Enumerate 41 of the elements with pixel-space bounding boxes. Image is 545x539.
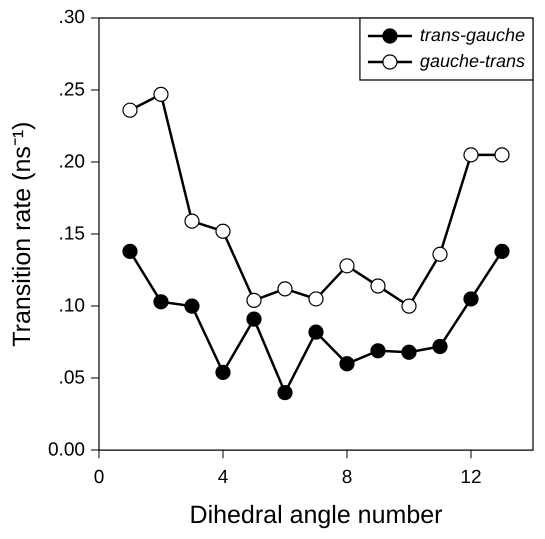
- y-tick-label: .25: [58, 79, 85, 100]
- y-tick-label: .20: [58, 151, 85, 172]
- point: [215, 224, 231, 239]
- point: [246, 312, 262, 327]
- point: [463, 291, 479, 307]
- point: [277, 281, 293, 296]
- x-tick-label: 4: [218, 466, 229, 488]
- point: [339, 356, 355, 372]
- y-tick-label: .15: [58, 223, 85, 244]
- point: [339, 258, 355, 274]
- legend-label: gauche-trans: [420, 51, 526, 71]
- x-tick-label: 8: [342, 466, 352, 488]
- point: [308, 324, 324, 340]
- point: [370, 343, 386, 358]
- point: [153, 294, 169, 310]
- y-tick-label: .05: [58, 367, 85, 388]
- point: [432, 338, 448, 354]
- y-tick-label: 0.00: [48, 439, 85, 460]
- y-tick-label: .30: [58, 7, 85, 28]
- point: [370, 278, 386, 294]
- point: [184, 214, 200, 229]
- x-tick-label: 0: [94, 466, 104, 488]
- point: [246, 292, 262, 308]
- point: [494, 244, 510, 259]
- x-tick-label: 12: [460, 466, 482, 488]
- legend-label: trans-gauche: [420, 25, 526, 45]
- point: [122, 244, 138, 259]
- point: [153, 86, 169, 102]
- y-tick-label: .10: [58, 295, 85, 316]
- point: [432, 246, 448, 262]
- point: [401, 344, 417, 360]
- point: [122, 102, 138, 118]
- point: [494, 147, 510, 162]
- point: [401, 298, 417, 314]
- point: [215, 364, 231, 380]
- y-axis-title: Transition rate (ns⁻¹): [8, 122, 36, 347]
- point: [308, 291, 324, 307]
- point: [277, 384, 293, 400]
- x-axis-title: Dihedral angle number: [190, 500, 442, 529]
- point: [184, 298, 200, 314]
- point: [463, 147, 479, 162]
